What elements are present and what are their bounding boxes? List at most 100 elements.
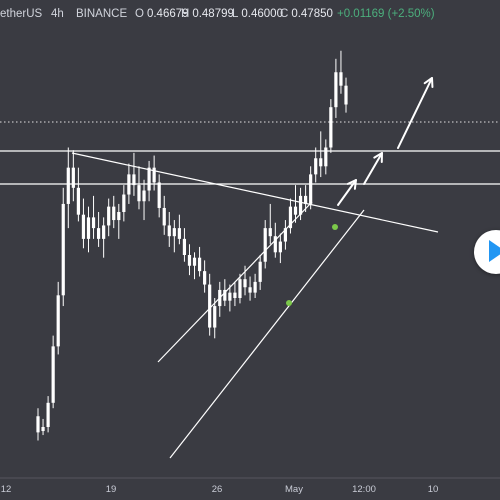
- candle-body: [112, 206, 116, 221]
- candle: [233, 281, 237, 307]
- close-value: 0.47850: [291, 8, 333, 20]
- candle-body: [147, 167, 151, 191]
- candle: [102, 217, 106, 258]
- candle-body: [304, 195, 308, 204]
- x-tick-label: 19: [106, 484, 117, 495]
- candle: [86, 206, 91, 253]
- candle-body: [132, 174, 136, 186]
- candle-body: [278, 241, 282, 253]
- candle-body: [228, 292, 232, 301]
- candle: [213, 298, 217, 339]
- candle: [197, 246, 202, 277]
- candle-body: [36, 416, 40, 433]
- candle-body: [223, 289, 227, 301]
- candle-body: [309, 174, 313, 204]
- candle-body: [172, 228, 176, 237]
- x-tick-label: May: [285, 484, 303, 495]
- candle-body: [41, 427, 45, 432]
- x-tick-label: 26: [212, 484, 223, 495]
- symbol-name[interactable]: etherUS: [0, 8, 43, 20]
- candle: [319, 131, 323, 178]
- candle-body: [117, 212, 121, 221]
- candle-body: [324, 147, 328, 167]
- small-projection-arrow: [337, 179, 357, 206]
- candle-body: [56, 295, 60, 347]
- candle: [238, 273, 242, 304]
- close-key: C: [280, 8, 289, 20]
- x-axis: 12 19 26 May 12:00 10: [0, 477, 500, 495]
- drawings: [0, 77, 500, 459]
- candle-body: [233, 292, 237, 298]
- candle: [228, 284, 232, 312]
- candle: [293, 185, 298, 223]
- candle: [314, 147, 318, 183]
- candle-body: [344, 85, 348, 105]
- candle-body: [167, 225, 171, 237]
- candle: [268, 203, 272, 245]
- signal-marker: [286, 300, 292, 306]
- candle: [283, 220, 288, 250]
- candle: [147, 160, 151, 202]
- open-key: O: [135, 8, 144, 20]
- high-key: H: [181, 8, 190, 20]
- candle-body: [76, 187, 80, 215]
- target-projection-arrow: [397, 77, 434, 149]
- candle: [56, 281, 60, 355]
- candle: [248, 276, 252, 301]
- candle: [263, 220, 267, 269]
- candle-body: [268, 228, 272, 237]
- candle-body: [203, 271, 207, 285]
- candle: [46, 396, 50, 433]
- candle: [132, 152, 136, 196]
- candle: [167, 212, 171, 247]
- candle: [309, 166, 313, 210]
- candle-body: [283, 228, 288, 242]
- candle: [187, 244, 192, 276]
- candle: [117, 203, 121, 239]
- candle-body: [258, 261, 262, 282]
- candle-body: [187, 255, 192, 266]
- candle: [253, 273, 257, 298]
- candle-body: [177, 228, 181, 239]
- candle: [51, 335, 55, 409]
- interval-label[interactable]: 4h: [51, 8, 64, 20]
- rising-wedge-lower: [169, 209, 365, 459]
- candle-body: [329, 107, 333, 148]
- candle: [76, 167, 80, 222]
- candle: [61, 187, 65, 307]
- candle: [243, 265, 247, 296]
- candle-body: [243, 279, 247, 288]
- low-value: 0.46000: [241, 8, 283, 20]
- candle: [278, 233, 282, 264]
- candle-body: [339, 72, 343, 86]
- candle: [334, 58, 338, 118]
- candle-body: [81, 214, 86, 239]
- rising-wedge-upper: [157, 201, 313, 363]
- candle: [81, 198, 86, 249]
- candle-body: [51, 346, 55, 403]
- candle-body: [142, 190, 146, 202]
- candle-body: [192, 257, 197, 266]
- candle-body: [122, 194, 126, 212]
- candle-body: [314, 158, 318, 175]
- candle: [122, 185, 126, 222]
- candle-body: [61, 203, 65, 296]
- candle-body: [273, 236, 277, 253]
- candle-body: [208, 284, 212, 328]
- candle-body: [293, 206, 298, 215]
- candle-body: [263, 228, 267, 262]
- high-value: 0.48799: [192, 8, 234, 20]
- candle: [329, 99, 333, 153]
- candle: [142, 179, 146, 221]
- play-icon: [489, 240, 500, 262]
- candle-body: [66, 167, 70, 204]
- candle: [177, 214, 181, 245]
- candle: [344, 77, 348, 113]
- candle: [71, 150, 75, 202]
- candle: [182, 228, 187, 262]
- candle-body: [137, 185, 141, 202]
- candle-body: [319, 158, 323, 167]
- signal-marker: [332, 224, 338, 230]
- exchange-label: BINANCE: [76, 8, 128, 20]
